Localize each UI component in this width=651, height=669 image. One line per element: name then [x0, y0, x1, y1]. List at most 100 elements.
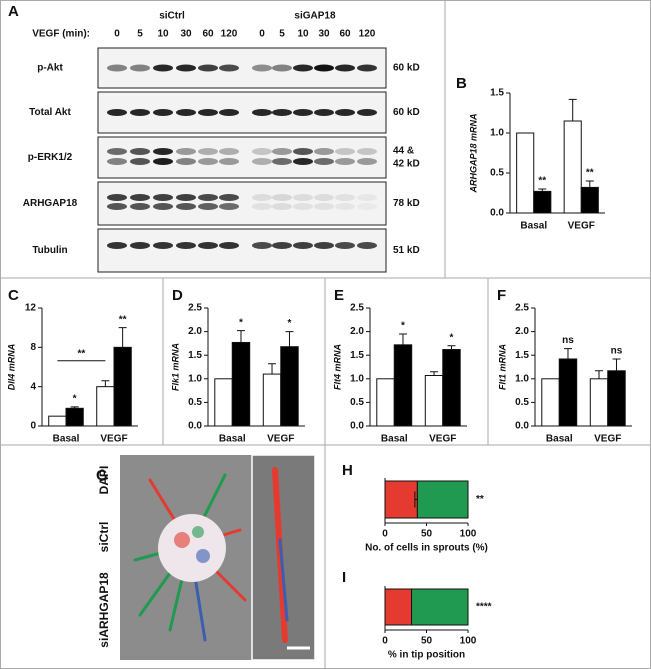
blot-band: [252, 109, 272, 116]
blot-band: [252, 64, 272, 72]
blot-band: [176, 194, 196, 201]
bar: [48, 415, 67, 427]
x-tick-label: VEGF: [568, 221, 595, 232]
panel-letter: C: [8, 287, 19, 304]
significance: **: [476, 494, 484, 505]
blot-band: [153, 148, 173, 155]
blot-band: [314, 194, 334, 201]
blot-band: [357, 242, 377, 249]
channel-label: siCtrl: [97, 522, 111, 553]
y-tick-label: 1.0: [350, 373, 364, 384]
bar-segment: [384, 588, 413, 626]
blot-band: [357, 194, 377, 201]
lane-label: 60: [202, 29, 214, 40]
x-tick-label: VEGF: [594, 434, 621, 445]
blot-band: [130, 242, 150, 249]
error-bar: [585, 180, 594, 188]
x-axis-label: % in tip position: [388, 650, 465, 661]
y-tick-label: 0.0: [350, 421, 364, 432]
bar: [442, 349, 461, 427]
bar: [558, 358, 578, 427]
blot-box: [97, 136, 387, 179]
y-tick-label: 1.5: [515, 350, 529, 361]
lane-label: 0: [259, 29, 265, 40]
bar: [533, 190, 552, 214]
bar: [113, 346, 132, 427]
blot-band: [219, 148, 239, 155]
bar: [262, 373, 282, 427]
microscopy-image: [120, 454, 316, 661]
significance: **: [538, 176, 546, 187]
blot-band: [198, 194, 218, 201]
error-bar: [398, 333, 407, 345]
lane-label: 5: [279, 29, 285, 40]
blot-band: [335, 203, 355, 210]
blot-band: [130, 203, 150, 210]
bar: [589, 378, 609, 427]
significance: ns: [611, 346, 623, 357]
significance: *: [450, 332, 454, 343]
panel-letter: F: [497, 287, 506, 304]
blot-band: [272, 109, 292, 116]
error-bar: [70, 406, 79, 409]
blot-band: [335, 64, 355, 72]
lane-label: 30: [180, 29, 192, 40]
row-label: Tubulin: [32, 245, 67, 256]
blot-band: [357, 109, 377, 116]
blot-band: [198, 109, 218, 116]
y-tick-label: 8: [30, 342, 36, 353]
blot-band: [272, 148, 292, 155]
blot-header: VEGF (min):: [32, 29, 90, 40]
x-tick-label: Basal: [219, 434, 246, 445]
blot-band: [293, 109, 313, 116]
blot-band: [153, 64, 173, 72]
error-bar: [612, 358, 621, 371]
error-bar: [568, 98, 577, 121]
bar: [214, 378, 233, 427]
row-label: p-ERK1/2: [28, 152, 73, 163]
blot-band: [153, 109, 173, 116]
y-tick-label: 1.0: [188, 373, 202, 384]
y-axis-label: Flt4 mRNA: [332, 344, 342, 390]
error-bar: [563, 348, 572, 359]
y-axis-label: Flk1 mRNA: [170, 343, 180, 391]
y-tick-label: 0.0: [515, 421, 529, 432]
blot-band: [219, 203, 239, 210]
blot-group: siGAP18: [294, 11, 336, 22]
bar: [280, 346, 299, 427]
error-bar: [430, 371, 439, 376]
lane-label: 10: [297, 29, 309, 40]
blot-band: [130, 64, 150, 72]
x-tick-label: VEGF: [429, 434, 456, 445]
blot-band: [176, 109, 196, 116]
x-tick-label: VEGF: [267, 434, 294, 445]
blot-band: [219, 158, 239, 165]
bar: [393, 344, 413, 427]
y-tick-label: 0.0: [188, 421, 202, 432]
y-tick-label: 0.5: [515, 397, 529, 408]
y-tick-label: 1.0: [490, 128, 504, 139]
blot-band: [107, 148, 127, 155]
significance: *: [239, 317, 243, 328]
blot-band: [272, 194, 292, 201]
y-axis-label: Flt1 mRNA: [497, 344, 507, 390]
row-label: Total Akt: [29, 107, 71, 118]
blot-band: [153, 194, 173, 201]
y-tick-label: 2.0: [188, 326, 202, 337]
y-tick-label: 0.0: [490, 208, 504, 219]
blot-band: [272, 158, 292, 165]
blot-band: [357, 148, 377, 155]
blot-band: [293, 64, 313, 72]
row-label: ARHGAP18: [23, 198, 78, 209]
blot-band: [198, 148, 218, 155]
error-bar: [285, 331, 294, 347]
bar-segment: [416, 480, 469, 519]
significance: ****: [476, 602, 492, 613]
y-tick-label: 0: [30, 421, 36, 432]
bracket-label: **: [77, 348, 85, 359]
y-tick-label: 1.0: [515, 373, 529, 384]
bar: [541, 378, 560, 427]
error-bar: [236, 330, 245, 343]
x-tick-label: VEGF: [100, 434, 127, 445]
